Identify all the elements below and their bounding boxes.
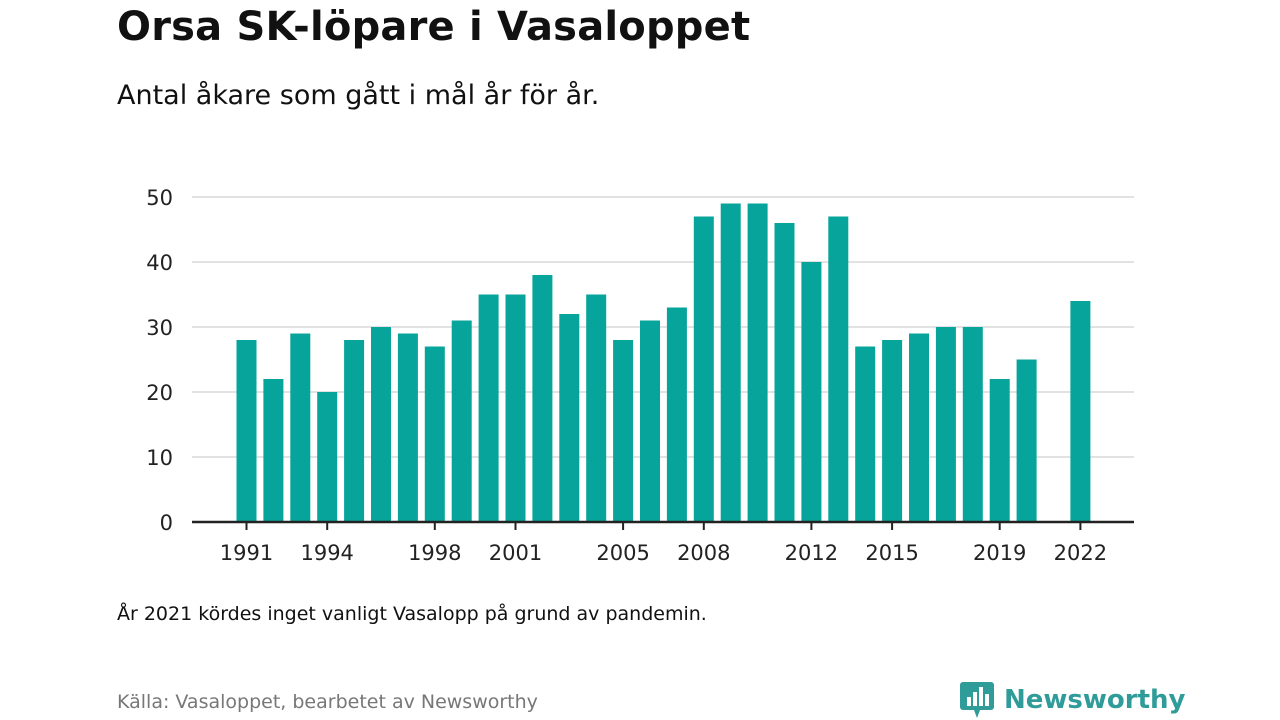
bar-2004 <box>586 294 607 522</box>
bar-chart: 0 10 20 30 40 50 1991 1994 1998 2001 2005 2008 2012… <box>146 186 1134 565</box>
y-tick-label: 20 <box>146 381 173 405</box>
bar-2000 <box>478 294 499 522</box>
source-text: Källa: Vasaloppet, bearbetet av Newswort… <box>117 691 538 713</box>
y-tick-label: 40 <box>146 251 173 275</box>
chart-note: År 2021 kördes inget vanligt Vasalopp på… <box>117 603 707 625</box>
x-tick-label: 2001 <box>489 541 542 565</box>
bar-2001 <box>505 294 526 522</box>
x-tick-label: 2008 <box>677 541 730 565</box>
chart-title: Orsa SK-löpare i Vasaloppet <box>117 4 751 50</box>
bar-2012 <box>801 262 822 522</box>
bar-2013 <box>828 216 849 522</box>
x-tick-label: 2019 <box>973 541 1026 565</box>
x-tick-label: 2012 <box>785 541 838 565</box>
bar-2007 <box>666 307 687 522</box>
bar-2010 <box>747 203 768 522</box>
bar-1998 <box>424 346 445 522</box>
bar-2019 <box>989 379 1010 522</box>
brand-logo: Newsworthy <box>960 680 1185 720</box>
bars <box>236 203 1091 522</box>
newsworthy-logo-icon <box>960 682 994 718</box>
bar-1997 <box>397 333 418 522</box>
bar-1999 <box>451 320 472 522</box>
bar-2008 <box>693 216 714 522</box>
y-tick-labels: 0 10 20 30 40 50 <box>146 186 173 535</box>
bar-2022 <box>1070 301 1091 522</box>
bar-2009 <box>720 203 741 522</box>
bar-1992 <box>263 379 284 522</box>
bar-2016 <box>909 333 929 522</box>
bar-2005 <box>613 340 634 522</box>
x-tick-label: 1991 <box>220 541 273 565</box>
x-tick-label: 1994 <box>300 541 353 565</box>
bar-1996 <box>371 327 391 522</box>
x-tick-label: 2005 <box>596 541 649 565</box>
bar-1994 <box>317 392 338 522</box>
x-tick-labels: 1991 1994 1998 2001 2005 2008 2012 2015 2019 2022 <box>220 522 1107 565</box>
bar-2003 <box>559 314 580 522</box>
chart-subtitle: Antal åkare som gått i mål år för år. <box>117 80 600 111</box>
bar-2015 <box>882 340 903 522</box>
x-tick-label: 1998 <box>408 541 461 565</box>
x-tick-label: 2015 <box>865 541 918 565</box>
bar-2020 <box>1016 359 1037 522</box>
bar-1993 <box>290 333 311 522</box>
bar-2002 <box>532 275 553 522</box>
bar-2006 <box>640 320 660 522</box>
bar-2014 <box>855 346 876 522</box>
bar-2017 <box>935 327 956 522</box>
y-tick-label: 50 <box>146 186 173 210</box>
brand-name: Newsworthy <box>1004 685 1186 715</box>
bar-2018 <box>962 327 983 522</box>
y-tick-label: 10 <box>146 446 173 470</box>
bar-1995 <box>344 340 365 522</box>
x-tick-label: 2022 <box>1054 541 1107 565</box>
bar-1991 <box>236 340 257 522</box>
bar-2011 <box>774 223 795 522</box>
y-tick-label: 0 <box>160 511 173 535</box>
y-tick-label: 30 <box>146 316 173 340</box>
